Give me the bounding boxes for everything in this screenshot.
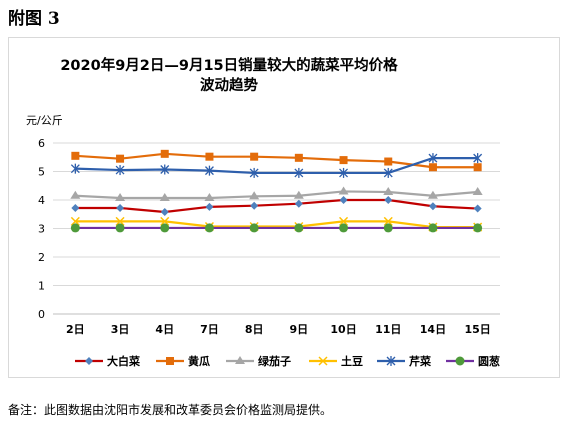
legend-marker (318, 356, 328, 366)
y-tick-label: 3 (38, 223, 45, 236)
chart-title-line-1: 2020年9月2日—9月15日销量较大的蔬菜平均价格 (60, 58, 398, 74)
data-point (294, 167, 304, 178)
legend-marker (166, 357, 174, 365)
data-point (70, 163, 80, 174)
data-point (160, 216, 170, 226)
data-point (384, 196, 393, 204)
data-point (339, 167, 349, 178)
data-point (294, 199, 303, 208)
series-line-1 (75, 198, 478, 214)
y-tick-label: 6 (38, 137, 45, 150)
data-point (472, 187, 483, 196)
data-point (249, 223, 259, 233)
legend-marker (235, 356, 245, 364)
data-point (339, 196, 348, 204)
data-point (249, 167, 259, 178)
x-tick-label: 10日 (330, 323, 356, 336)
data-point (115, 165, 125, 176)
legend-label: 圆葱 (478, 354, 500, 368)
data-point (205, 202, 214, 211)
data-point (473, 204, 482, 213)
series-line-3 (75, 190, 478, 200)
x-tick-label: 9日 (290, 323, 309, 336)
x-tick-label: 14日 (420, 323, 446, 336)
data-point (204, 165, 214, 176)
x-tick-label: 4日 (155, 323, 174, 336)
data-point (293, 190, 304, 199)
x-tick-label: 3日 (111, 323, 130, 336)
y-axis-unit-label: 元/公斤 (26, 114, 63, 127)
data-point (249, 191, 260, 200)
data-point (383, 216, 393, 226)
data-point (205, 152, 214, 161)
legend-marker (85, 357, 93, 365)
data-point (383, 187, 394, 196)
chart-title: 2020年9月2日—9月15日销量较大的蔬菜平均价格 波动趋势 (9, 56, 449, 96)
data-point (204, 223, 214, 233)
data-point (204, 193, 215, 202)
y-tick-label: 1 (38, 280, 45, 293)
y-tick-label: 0 (38, 308, 45, 321)
legend-label: 黄瓜 (188, 354, 210, 368)
data-point (70, 190, 81, 199)
legend-marker (386, 356, 396, 366)
data-point (383, 167, 393, 178)
x-tick-label: 11日 (375, 323, 401, 336)
legend-label: 绿茄子 (258, 354, 291, 368)
data-point (115, 223, 125, 233)
series-line-5 (75, 157, 478, 175)
x-tick-label: 7日 (200, 323, 219, 336)
legend-label: 土豆 (341, 354, 363, 368)
data-point (428, 163, 437, 172)
data-point (250, 201, 259, 210)
series-line-4 (75, 220, 478, 229)
data-point (428, 153, 438, 164)
data-point (70, 216, 80, 226)
data-point (115, 193, 126, 202)
y-tick-label: 2 (38, 251, 45, 264)
data-point (473, 223, 483, 233)
x-tick-label: 2日 (66, 323, 85, 336)
data-point (71, 151, 80, 160)
chart-title-line-2: 波动趋势 (200, 78, 258, 94)
data-point (160, 149, 169, 158)
figure-label: 附图 3 (8, 9, 60, 29)
data-point (160, 223, 170, 233)
y-tick-label: 4 (38, 194, 45, 207)
data-point (338, 186, 349, 195)
data-point (473, 163, 482, 172)
data-point (116, 154, 125, 163)
data-point (250, 152, 259, 161)
legend-marker (455, 356, 465, 366)
data-point (71, 203, 80, 212)
data-point (473, 153, 483, 164)
data-point (159, 193, 170, 202)
data-point (116, 203, 125, 212)
data-point (428, 223, 438, 233)
data-point (384, 157, 393, 166)
y-tick-label: 5 (38, 166, 45, 179)
data-point (70, 223, 80, 233)
data-point (339, 216, 349, 226)
x-tick-label: 15日 (464, 323, 490, 336)
data-point (428, 202, 437, 211)
data-point (160, 207, 169, 216)
data-point (339, 223, 349, 233)
data-point (160, 164, 170, 175)
data-point (294, 153, 303, 162)
x-tick-label: 8日 (245, 323, 264, 336)
data-point (427, 190, 438, 199)
series-line-2 (75, 152, 478, 169)
legend-label: 大白菜 (107, 354, 141, 368)
legend-label: 芹菜 (409, 354, 432, 368)
source-note: 备注：此图数据由沈阳市发展和改革委员会价格监测局提供。 (8, 403, 333, 417)
chart-container: 2020年9月2日—9月15日销量较大的蔬菜平均价格 波动趋势 元/公斤 0 1 2… (8, 37, 560, 378)
data-point (294, 223, 304, 233)
data-point (383, 223, 393, 233)
data-point (115, 216, 125, 226)
data-point (339, 156, 348, 165)
